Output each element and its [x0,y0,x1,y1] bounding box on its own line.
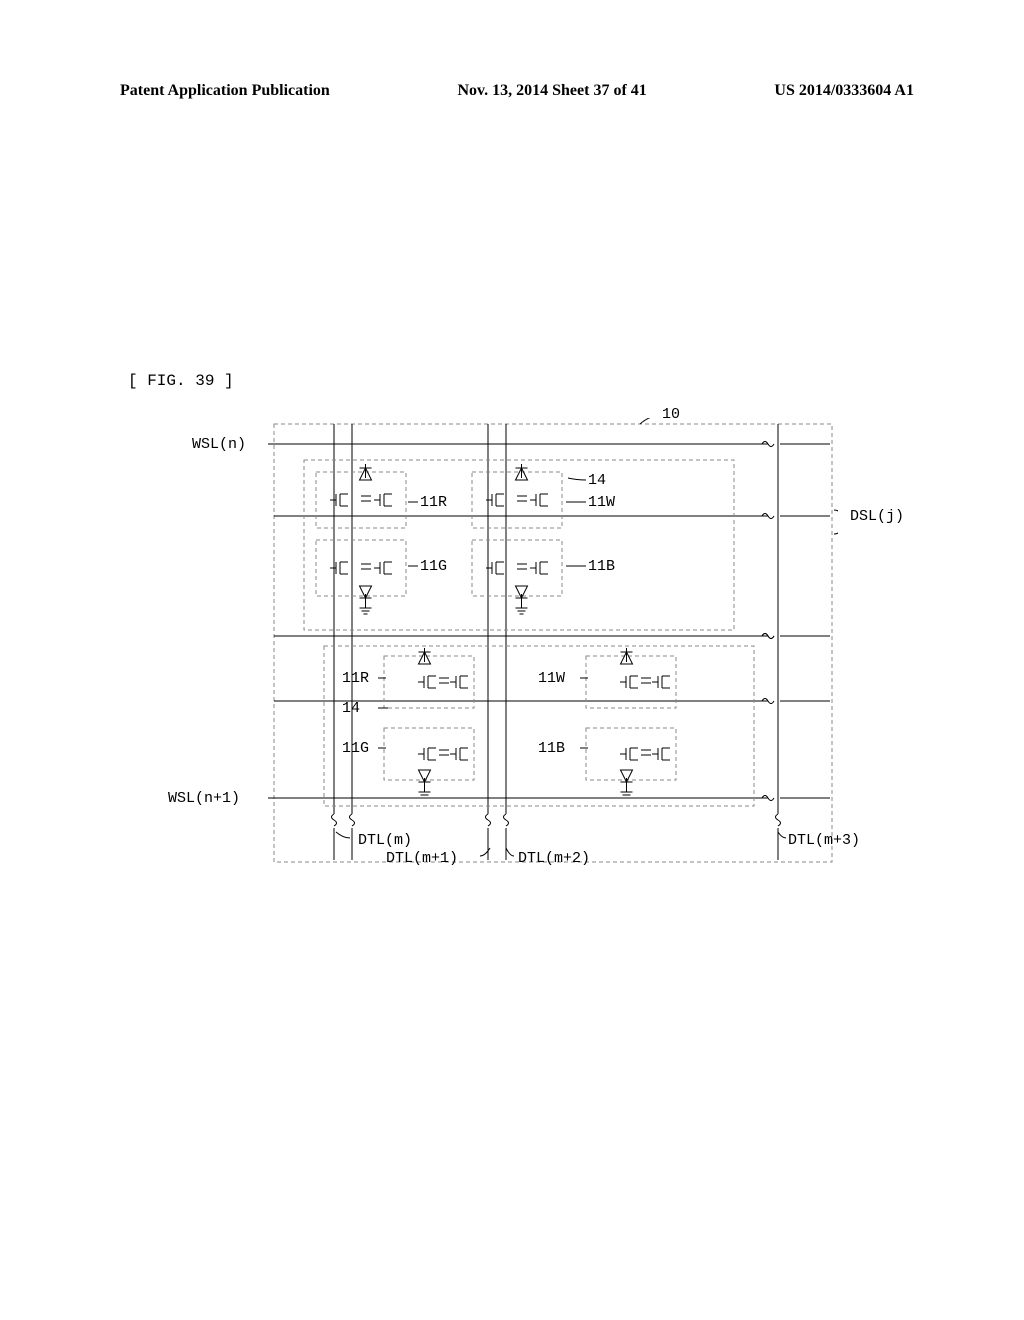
header-left: Patent Application Publication [120,82,330,100]
label-11W-top: 11W [588,494,615,511]
label-dtl-m1: DTL(m+1) [386,850,458,867]
label-11B-top: 11B [588,558,615,575]
page-header: Patent Application Publication Nov. 13, … [120,82,914,100]
label-11G-bot: 11G [342,740,369,757]
label-11R-bot: 11R [342,670,369,687]
label-11G-top: 11G [420,558,447,575]
header-right: US 2014/0333604 A1 [774,82,914,100]
label-11W-bot: 11W [538,670,565,687]
figure-label: [ FIG. 39 ] [128,372,234,390]
label-wsl-n: WSL(n) [192,436,246,453]
label-ref-14-top: 14 [588,472,606,489]
label-dsl-j: DSL(j) [850,508,904,525]
label-wsl-n1: WSL(n+1) [168,790,240,807]
label-dtl-m2: DTL(m+2) [518,850,590,867]
header-center: Nov. 13, 2014 Sheet 37 of 41 [457,82,646,100]
circuit-diagram: WSL(n) WSL(n+1) DSL(j) 10 14 11R 11W 11G… [268,418,838,868]
label-dtl-m3: DTL(m+3) [788,832,860,849]
label-11R-top: 11R [420,494,447,511]
label-ref-14-bot: 14 [342,700,360,717]
label-11B-bot: 11B [538,740,565,757]
label-ref-10: 10 [662,406,680,423]
diagram-svg [268,418,838,868]
label-dtl-m: DTL(m) [358,832,412,849]
